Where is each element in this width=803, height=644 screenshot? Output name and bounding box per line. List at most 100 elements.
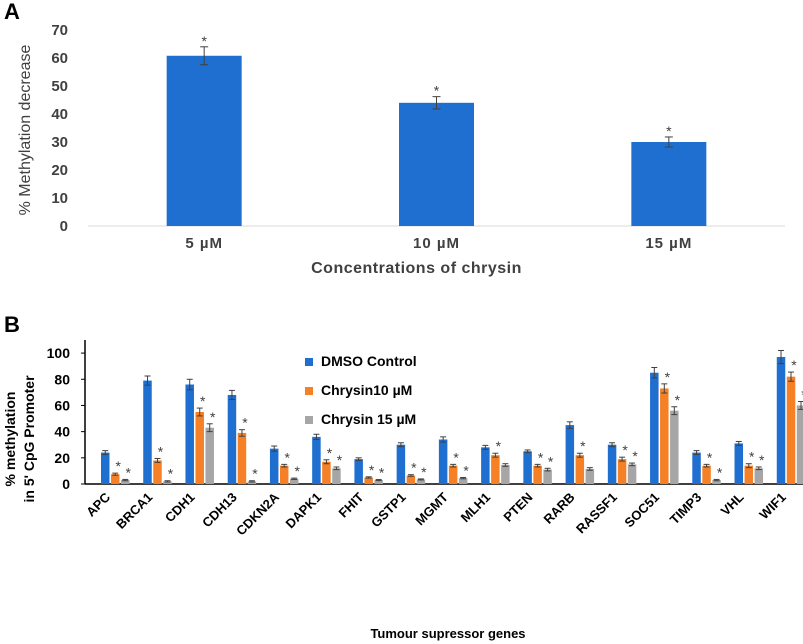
panel-a-y-tick-label: 60 [51,50,68,67]
panel-b-y-axis-label-line2: in 5' CpG Promoter [21,375,37,503]
panel-b-bar [501,465,510,484]
panel-b-bar [533,465,542,484]
panel-b-letter: B [4,312,20,337]
panel-a-bar [399,102,474,226]
panel-b-significance-marker: * [717,464,723,480]
panel-b-y-tick-label: 0 [62,476,70,492]
panel-b-bar [364,477,373,484]
panel-b-bar [617,459,627,484]
panel-b-bar [448,465,458,484]
panel-b-legend-swatch [305,387,313,395]
panel-b-gene-label: MLH1 [458,490,494,526]
panel-b-bar [754,468,764,484]
panel-b-bar [322,461,331,484]
panel-b-significance-marker: * [158,443,164,459]
panel-b-bar [269,448,279,484]
panel-a-category-label: 15 µM [645,235,692,252]
panel-b-y-tick-label: 80 [54,371,70,387]
panel-a-category-label: 5 µM [185,235,223,252]
panel-b-significance-marker: * [665,369,671,385]
panel-a-bar [166,55,242,227]
panel-b-bar [670,410,679,484]
panel-b-significance-marker: * [632,448,638,464]
panel-b-bar [523,451,532,484]
panel-b-significance-marker: * [327,445,333,461]
panel-b-bar [712,480,721,484]
panel-b-legend-label: Chrysin10 µM [321,382,412,398]
panel-b-significance-marker: * [369,462,375,478]
panel-b-gene-label: VHL [718,489,747,518]
panel-a-y-tick-label: 20 [51,162,68,179]
panel-b-significance-marker: * [168,466,174,482]
panel-b-gene-label: RASSF1 [573,490,620,537]
panel-b-bar [185,384,194,484]
panel-b-bar [692,452,701,484]
panel-b-significance-marker: * [675,392,681,408]
panel-b-bar [543,469,552,484]
panel-b-legend: DMSO Control Chrysin10 µM Chrysin 15 µM [305,353,417,427]
panel-b-bar [585,468,595,484]
panel-a-y-tick-label: 40 [51,106,68,123]
panel-b-bar [101,452,110,484]
panel-b-y-axis-label-line1: % methylation [2,392,18,487]
panel-b-significance-marker: * [294,463,300,479]
panel-b-significance-marker: * [379,465,385,481]
panel-b-significance-marker: * [538,449,544,465]
panel-b-bar [607,444,617,484]
panel-b-bar [627,464,637,484]
panel-b-gene-label: CDKN2A [233,489,282,538]
panel-b-bar [702,465,711,484]
panel-b-bar [796,405,803,484]
panel-b-significance-marker: * [252,466,258,482]
panel-a-bar [631,142,707,226]
panel-b-x-axis-label: Tumour supressor genes [370,626,525,641]
panel-b-y-tick-label: 40 [54,424,70,440]
panel-a-chart: % Methylation decrease 0 10 20 30 40 50 60 70 *… [17,22,785,277]
panel-b-gene-label: CDH1 [162,490,198,526]
panel-b-significance-marker: * [116,458,122,474]
panel-b-bar [111,474,120,484]
panel-b-bar [458,478,468,484]
panel-a-x-axis-label: Concentrations of chrysin [311,260,522,277]
panel-a-y-tick-label: 70 [51,22,68,39]
panel-b-significance-marker: * [242,415,248,431]
panel-b-legend-swatch [305,416,313,424]
panel-a-letter: A [4,0,20,24]
panel-b-bar [776,357,786,484]
panel-b-significance-marker: * [463,462,469,478]
panel-b-bar [332,468,341,484]
panel-b-bar [312,436,321,484]
panel-b-significance-marker: * [580,438,586,454]
panel-b-significance-marker: * [791,357,797,373]
panel-b-significance-marker: * [759,452,765,468]
panel-a-category-label: 10 µM [413,235,460,252]
panel-b-chart: % methylation in 5' CpG Promoter 0 20 40 60… [2,340,803,641]
panel-b-gene-label: RARB [541,490,578,527]
panel-b-bar [227,394,237,484]
panel-b-bar [205,427,214,484]
panel-b-significance-marker: * [126,464,132,480]
panel-b-gene-label: TIMP3 [667,490,705,528]
panel-b-significance-marker: * [707,449,713,465]
panel-b-bar [660,388,669,484]
panel-b-gene-label: DAPK1 [283,490,325,532]
panel-b-bar [575,455,585,484]
panel-b-significance-marker: * [411,460,417,476]
panel-b-bar [786,376,796,484]
panel-b-gene-label: SOC51 [621,490,662,531]
panel-a-significance-marker: * [201,33,207,49]
panel-a-y-tick-label: 0 [60,218,68,235]
panel-b-significance-marker: * [548,453,554,469]
panel-b-bar [247,481,257,484]
panel-b-bar [734,443,744,484]
panel-b-bar [481,447,490,484]
panel-b-bar [396,444,406,484]
panel-b-bar [279,465,289,484]
panel-b-y-tick-label: 20 [54,450,70,466]
panel-b-bar [374,480,383,484]
panel-a-y-tick-label: 10 [51,190,68,207]
panel-b-bar [491,455,500,484]
panel-b-significance-marker: * [210,409,216,425]
panel-b-gene-label: FHIT [335,489,366,520]
